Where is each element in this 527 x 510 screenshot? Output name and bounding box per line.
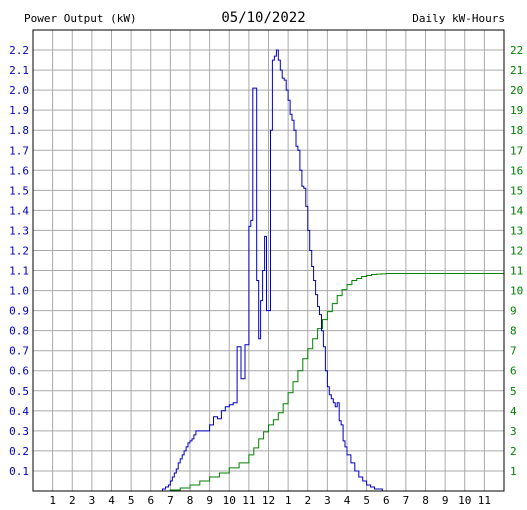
right-axis-title: Daily kW-Hours <box>412 12 505 25</box>
x-ticks: 1 2 3 4 5 6 7 8 9 10 11 12 1 2 3 4 5 6 7 8 9 10 11 <box>49 494 491 507</box>
x-tick-label: 5 <box>128 494 135 507</box>
x-tick-label: 7 <box>403 494 410 507</box>
x-tick-label: 4 <box>108 494 115 507</box>
left-y-tick-label: 0.5 <box>9 385 29 398</box>
right-y-tick-label: 8 <box>510 325 517 338</box>
left-axis-title: Power Output (kW) <box>24 12 137 25</box>
left-y-tick-label: 0.8 <box>9 325 29 338</box>
right-y-tick-label: 13 <box>510 224 523 237</box>
plot-frame <box>32 29 505 492</box>
left-y-tick-label: 0.2 <box>9 445 29 458</box>
left-y-tick-label: 0.7 <box>9 345 29 358</box>
x-tick-label: 11 <box>242 494 255 507</box>
right-y-tick-label: 9 <box>510 305 517 318</box>
x-tick-label: 10 <box>223 494 236 507</box>
right-y-tick-label: 20 <box>510 84 523 97</box>
x-tick-label: 10 <box>458 494 471 507</box>
x-tick-label: 3 <box>89 494 96 507</box>
grid <box>33 30 504 491</box>
right-y-tick-label: 22 <box>510 44 523 57</box>
left-y-tick-label: 1.8 <box>9 124 29 137</box>
right-y-tick-label: 4 <box>510 405 517 418</box>
left-y-tick-label: 1.2 <box>9 244 29 257</box>
right-y-tick-label: 15 <box>510 184 523 197</box>
right-y-tick-label: 21 <box>510 64 523 77</box>
right-y-tick-label: 5 <box>510 385 517 398</box>
left-y-tick-label: 2.1 <box>9 64 29 77</box>
left-y-tick-label: 1.9 <box>9 104 29 117</box>
left-y-tick-label: 0.6 <box>9 365 29 378</box>
left-y-tick-label: 1.3 <box>9 224 29 237</box>
right-y-tick-label: 12 <box>510 244 523 257</box>
left-y-tick-label: 0.3 <box>9 425 29 438</box>
right-y-tick-label: 3 <box>510 425 517 438</box>
right-y-tick-label: 2 <box>510 445 517 458</box>
left-y-ticks: 0.1 0.2 0.3 0.4 0.5 0.6 0.7 0.8 0.9 1.0 1.1 1.2 1.3 1… <box>9 44 29 478</box>
right-y-tick-label: 1 <box>510 465 517 478</box>
left-y-tick-label: 2.0 <box>9 84 29 97</box>
left-y-tick-label: 1.7 <box>9 144 29 157</box>
right-y-tick-label: 7 <box>510 345 517 358</box>
left-y-tick-label: 1.4 <box>9 204 29 217</box>
x-tick-label: 11 <box>478 494 491 507</box>
left-y-tick-label: 2.2 <box>9 44 29 57</box>
right-y-tick-label: 16 <box>510 164 523 177</box>
left-y-tick-label: 0.9 <box>9 305 29 318</box>
left-y-tick-label: 1.0 <box>9 285 29 298</box>
x-tick-label: 6 <box>147 494 154 507</box>
right-y-tick-label: 17 <box>510 144 523 157</box>
left-y-tick-label: 1.5 <box>9 184 29 197</box>
series-line-power-output <box>33 49 504 492</box>
right-y-tick-label: 14 <box>510 204 524 217</box>
chart-date-title: 05/10/2022 <box>221 10 306 26</box>
left-y-tick-label: 0.4 <box>9 405 29 418</box>
left-y-tick-label: 0.1 <box>9 465 29 478</box>
x-tick-label: 3 <box>324 494 331 507</box>
right-y-tick-label: 19 <box>510 104 523 117</box>
left-y-tick-label: 1.6 <box>9 164 29 177</box>
x-tick-label: 8 <box>187 494 194 507</box>
x-tick-label: 7 <box>167 494 174 507</box>
x-tick-label: 9 <box>442 494 449 507</box>
x-tick-label: 5 <box>363 494 370 507</box>
x-tick-label: 2 <box>69 494 76 507</box>
right-y-tick-label: 18 <box>510 124 523 137</box>
x-tick-label: 8 <box>422 494 429 507</box>
x-tick-label: 12 <box>262 494 275 507</box>
x-tick-label: 1 <box>285 494 292 507</box>
x-tick-label: 6 <box>383 494 390 507</box>
series <box>33 49 504 492</box>
x-tick-label: 1 <box>49 494 56 507</box>
x-tick-label: 4 <box>344 494 351 507</box>
left-y-tick-label: 1.1 <box>9 265 29 278</box>
right-y-tick-label: 6 <box>510 365 517 378</box>
series-line-daily-kwh <box>160 273 504 492</box>
x-tick-label: 2 <box>304 494 311 507</box>
x-tick-label: 9 <box>206 494 213 507</box>
right-y-tick-label: 10 <box>510 285 523 298</box>
right-y-tick-label: 11 <box>510 265 523 278</box>
